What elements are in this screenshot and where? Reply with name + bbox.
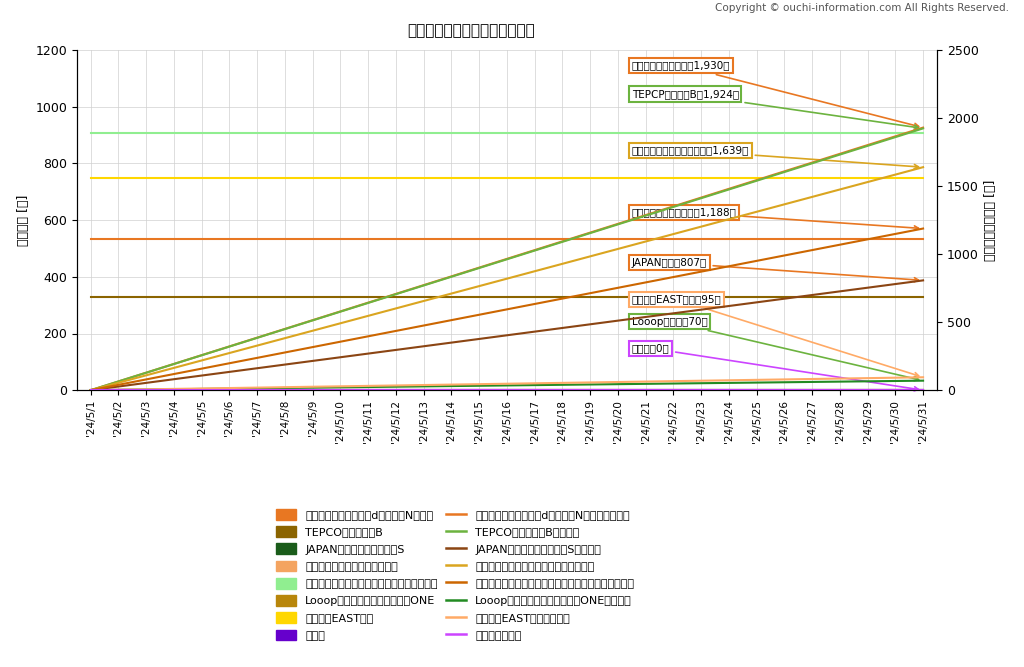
Text: 九電みらいエナジー：1,930円: 九電みらいエナジー：1,930円 xyxy=(632,61,919,127)
Text: TEPCP従量電灯B：1,924円: TEPCP従量電灯B：1,924円 xyxy=(632,89,919,129)
Text: よかエネEAST電灯：95円: よかエネEAST電灯：95円 xyxy=(632,295,919,377)
Text: 電気料金比較（基本料金含む）: 電気料金比較（基本料金含む） xyxy=(408,23,535,38)
Y-axis label: 電気料金 [円]: 電気料金 [円] xyxy=(16,194,30,246)
Text: Copyright © ouchi-information.com All Rights Reserved.: Copyright © ouchi-information.com All Ri… xyxy=(715,3,1009,13)
Text: タダ電：0円: タダ電：0円 xyxy=(632,344,919,391)
Y-axis label: 電気料金（累積） [円]: 電気料金（累積） [円] xyxy=(984,179,997,261)
Legend: 九電みらいエナジー：dポイントNプラン, TEPCO：従量電灯B, JAPAN電力：くらしプランS, シン・エナジー：きほんプラン, シン・エナジー：『夢』生活: 九電みらいエナジー：dポイントNプラン, TEPCO：従量電灯B, JAPAN電… xyxy=(271,505,639,645)
Text: Looopでんき：70円: Looopでんき：70円 xyxy=(632,317,919,381)
Text: JAPAN電力：807円: JAPAN電力：807円 xyxy=(632,257,919,282)
Text: シン・エナジー（夢）：1,188円: シン・エナジー（夢）：1,188円 xyxy=(632,207,919,230)
Text: シン・エナジー（きほん）：1,639円: シン・エナジー（きほん）：1,639円 xyxy=(632,145,919,169)
